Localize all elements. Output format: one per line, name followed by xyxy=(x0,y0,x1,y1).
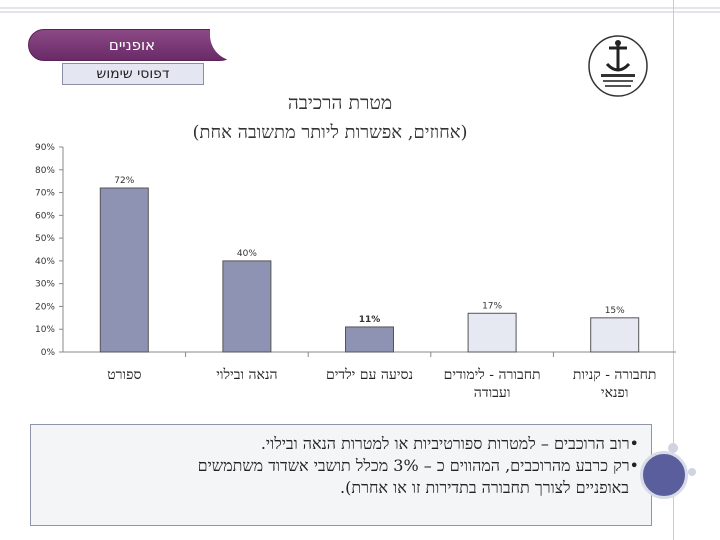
data-label: 17% xyxy=(482,301,502,311)
category-label: הנאה ובילוי xyxy=(216,367,277,383)
y-tick-label: 80% xyxy=(35,166,55,176)
ashdod-logo xyxy=(588,35,648,97)
y-tick-label: 70% xyxy=(35,189,55,199)
data-label: 40% xyxy=(237,249,257,259)
y-tick-label: 40% xyxy=(35,257,55,267)
bar xyxy=(345,326,394,353)
y-tick-label: 50% xyxy=(35,234,55,244)
summary-bullet-2: •רק כרבע מהרוכבים, המהווים כ – 3% מכלל ת… xyxy=(197,456,639,475)
subcategory-tag: דפוסי שימוש xyxy=(62,63,204,85)
chart-title: מטרת הרכיבה xyxy=(287,92,393,114)
decorative-circle xyxy=(640,451,688,499)
category-label: ועבודה xyxy=(474,385,511,401)
bar xyxy=(99,187,149,353)
y-tick-label: 60% xyxy=(35,211,55,221)
category-tag: אופניים xyxy=(28,29,236,61)
y-tick-label: 10% xyxy=(35,325,55,335)
decorative-line xyxy=(673,0,674,540)
category-label: נסיעה עם ילדים xyxy=(326,367,413,383)
y-tick-label: 0% xyxy=(41,348,56,358)
summary-bullet-2-continuation: באופניים לצורך תחבורה בתדירות זו או אחרת… xyxy=(340,478,629,497)
category-label: ספורט xyxy=(107,367,141,383)
summary-bullet-1: •רוב הרוכבים – למטרות ספורטיביות או למטר… xyxy=(260,434,639,453)
bar xyxy=(467,312,517,353)
data-label: 15% xyxy=(605,306,625,316)
data-label: 11% xyxy=(359,315,381,325)
summary-textbox: •רוב הרוכבים – למטרות ספורטיביות או למטר… xyxy=(30,424,652,526)
header-decoration xyxy=(0,7,720,13)
y-tick-label: 30% xyxy=(35,280,55,290)
decorative-dot xyxy=(688,468,696,476)
category-label: תחבורה - לימודים xyxy=(444,367,541,383)
bar xyxy=(590,317,640,353)
category-label: תחבורה - קניות xyxy=(573,367,657,383)
bar xyxy=(222,260,272,353)
y-tick-label: 90% xyxy=(35,143,55,153)
bar-chart: 0% 10% 20% 30% 40% 50% 60% 70% 80% 90% 72% ספורט 40%… xyxy=(35,143,676,401)
decorative-dot xyxy=(668,443,678,453)
chart-subtitle: (אחוזים, אפשרות ליותר מתשובה אחת) xyxy=(192,122,468,143)
category-label: ופנאי xyxy=(601,385,629,401)
data-label: 72% xyxy=(114,176,134,186)
y-tick-label: 20% xyxy=(35,302,55,312)
